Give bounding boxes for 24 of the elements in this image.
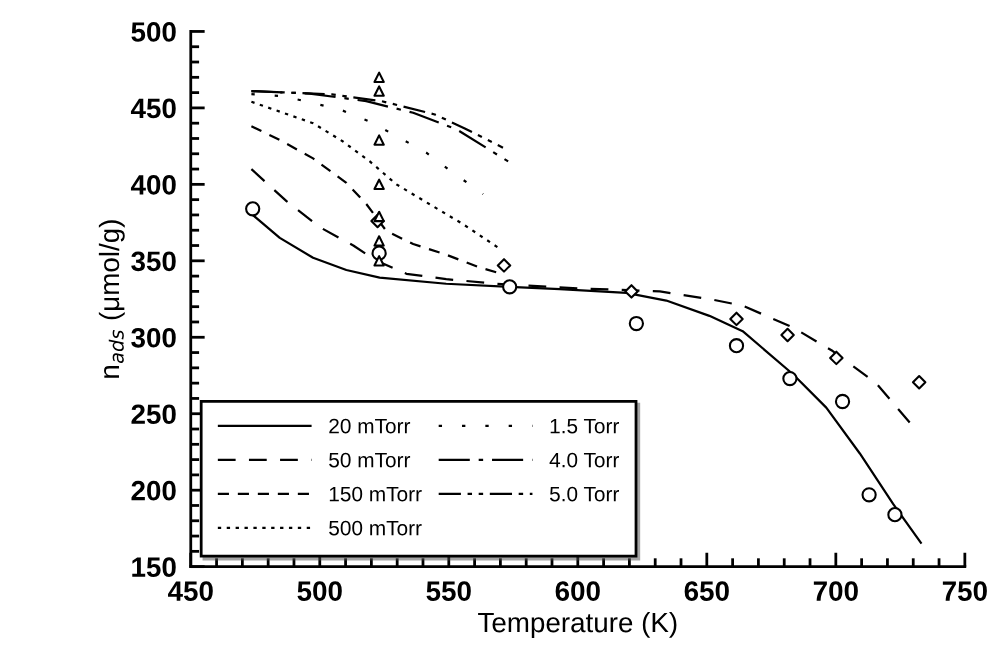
legend-label: 1.5 Torr [550,418,620,434]
legend-label: 500 mTorr [329,520,422,536]
x-axis-title: Temperature (K) [478,611,677,638]
x-tick-label: 750 [942,581,987,601]
x-tick-label: 450 [168,581,213,601]
x-tick-label: 700 [813,581,858,601]
y-tick-label: 150 [132,557,176,577]
y-tick-label: 400 [130,175,176,195]
legend-label: 20 mTorr [329,418,411,434]
legend-label: 4.0 Torr [549,452,620,468]
y-tick-label: 500 [131,22,176,42]
legend-label: 5.0 Torr [549,486,620,502]
y-tick-label: 350 [131,251,176,272]
y-tick-label: 450 [130,98,176,119]
y-tick-label: 300 [131,327,176,348]
x-tick-label: 650 [684,581,729,601]
legend-label: 50 mTorr [329,452,411,468]
legend-label: 150 mTorr [329,486,422,502]
y-tick-label: 200 [131,480,176,501]
x-tick-label: 550 [426,581,471,601]
y-axis-title: n$_{ads}$ (μmol/g) [98,220,125,378]
x-tick-label: 600 [555,581,600,601]
y-tick-label: 250 [131,404,176,425]
x-tick-label: 500 [297,581,342,601]
